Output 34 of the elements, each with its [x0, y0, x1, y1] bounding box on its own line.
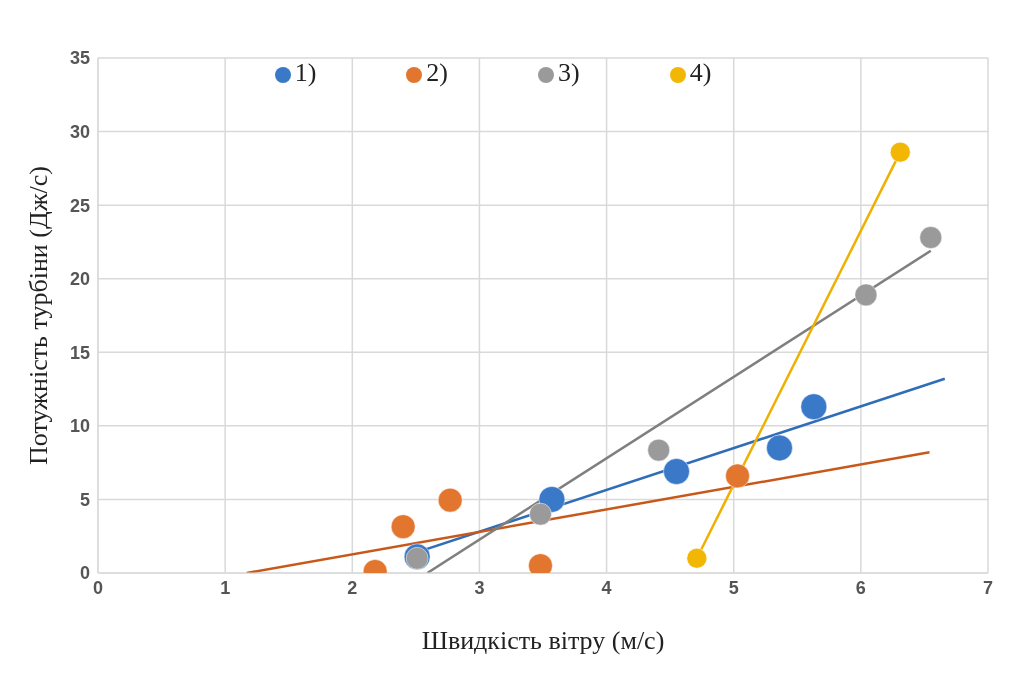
point [800, 393, 828, 421]
x-tick-label: 4 [601, 577, 612, 598]
point [889, 141, 911, 163]
y-tick-label: 25 [69, 195, 90, 216]
y-tick-label: 5 [79, 489, 90, 510]
x-tick-label: 0 [92, 577, 104, 598]
legend-label: 1) [294, 58, 317, 87]
x-tick-label: 5 [728, 577, 739, 598]
y-axis-title: Потужність турбіни (Дж/с) [24, 165, 54, 466]
point [647, 438, 671, 462]
x-tick-label: 2 [347, 577, 358, 598]
y-tick-label: 10 [69, 416, 90, 437]
y-tick-label: 0 [79, 563, 90, 584]
y-tick-label: 15 [69, 342, 90, 363]
point [390, 514, 416, 540]
x-tick-label: 6 [855, 577, 866, 598]
point [725, 463, 751, 489]
y-tick-label: 35 [69, 48, 90, 69]
point [854, 283, 878, 307]
x-tick-label: 3 [474, 577, 485, 598]
point [528, 502, 552, 526]
point [686, 547, 708, 569]
x-axis-title: Швидкість вітру (м/с) [421, 626, 665, 656]
x-tick-label: 1 [220, 577, 231, 598]
point [919, 226, 943, 250]
point [765, 434, 793, 462]
point [437, 487, 463, 513]
legend-label: 4) [689, 58, 712, 87]
legend-label: 3) [558, 58, 580, 87]
x-tick-label: 7 [982, 577, 994, 598]
y-tick-label: 20 [69, 269, 90, 290]
point [663, 457, 690, 485]
y-tick-label: 30 [69, 121, 90, 142]
legend-label: 2) [426, 58, 448, 87]
